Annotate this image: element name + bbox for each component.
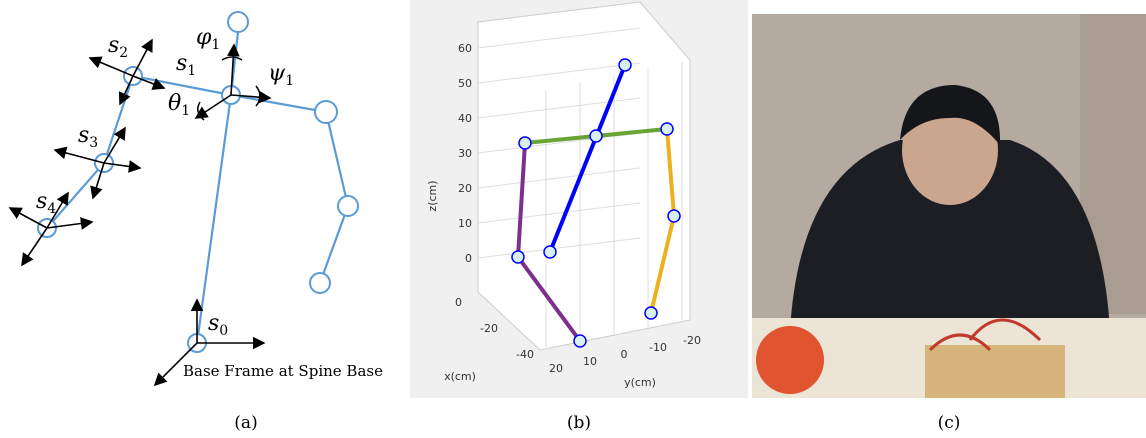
symbol: θ	[168, 91, 181, 116]
caption: (b)	[567, 413, 591, 433]
symbol: s	[108, 33, 119, 58]
symbol-label: s0	[208, 311, 228, 339]
y-tick-label: -20	[683, 334, 701, 347]
base-note: Base Frame at Spine Base	[183, 362, 383, 380]
z-tick-label: 0	[465, 252, 472, 265]
symbol-label: ψ1	[268, 61, 294, 89]
y-axis-label: y(cm)	[624, 376, 656, 389]
subscript: 1	[181, 103, 190, 119]
symbol: φ	[196, 25, 212, 50]
symbol-label: s2	[108, 33, 128, 61]
z-axis-label: z(cm)	[426, 180, 439, 211]
subscript: 1	[211, 37, 220, 53]
caption: (a)	[234, 413, 257, 433]
subscript: 4	[47, 201, 56, 217]
z-tick-label: 50	[458, 77, 472, 90]
panel-b: z(cm) x(cm) y(cm) 60 50 40 30 20 10 0 0 -20 -40 20…	[410, 0, 748, 398]
z-tick-label: 40	[458, 112, 472, 125]
symbol: s	[176, 51, 187, 76]
subscript: 0	[219, 323, 228, 339]
x-axis-label: x(cm)	[444, 370, 476, 383]
symbol-label: s3	[78, 123, 98, 151]
symbol: s	[78, 123, 89, 148]
y-tick-label: -10	[649, 341, 667, 354]
plot-box	[478, 2, 690, 350]
subscript: 3	[89, 135, 98, 151]
symbol-label: s1	[176, 51, 196, 79]
symbol-label: φ1	[196, 25, 220, 53]
y-tick-label: 10	[583, 355, 597, 368]
z-tick-label: 10	[458, 217, 472, 230]
subscript: 1	[187, 63, 196, 79]
symbol: s	[36, 189, 47, 214]
x-tick-label: -20	[480, 322, 498, 335]
z-tick-label: 20	[458, 182, 472, 195]
y-tick-label: 20	[549, 362, 563, 375]
subscript: 2	[119, 45, 128, 61]
x-tick-label: -40	[516, 348, 534, 361]
symbol-label: s4	[36, 189, 56, 217]
y-tick-label: 0	[621, 348, 628, 361]
symbol: s	[208, 311, 219, 336]
panel-c	[752, 14, 1146, 398]
x-tick-label: 0	[455, 296, 462, 309]
figure: s2s1φ1ψ1θ1s3s4s0 z(cm) x(cm) y(cm) 60504…	[0, 0, 1146, 438]
z-tick-label: 30	[458, 147, 472, 160]
caption: (c)	[938, 413, 961, 433]
z-tick-label: 60	[458, 42, 472, 55]
symbol: ψ	[268, 61, 286, 86]
symbol-label: θ1	[168, 91, 190, 119]
skeleton	[38, 12, 358, 352]
subscript: 1	[285, 73, 294, 89]
